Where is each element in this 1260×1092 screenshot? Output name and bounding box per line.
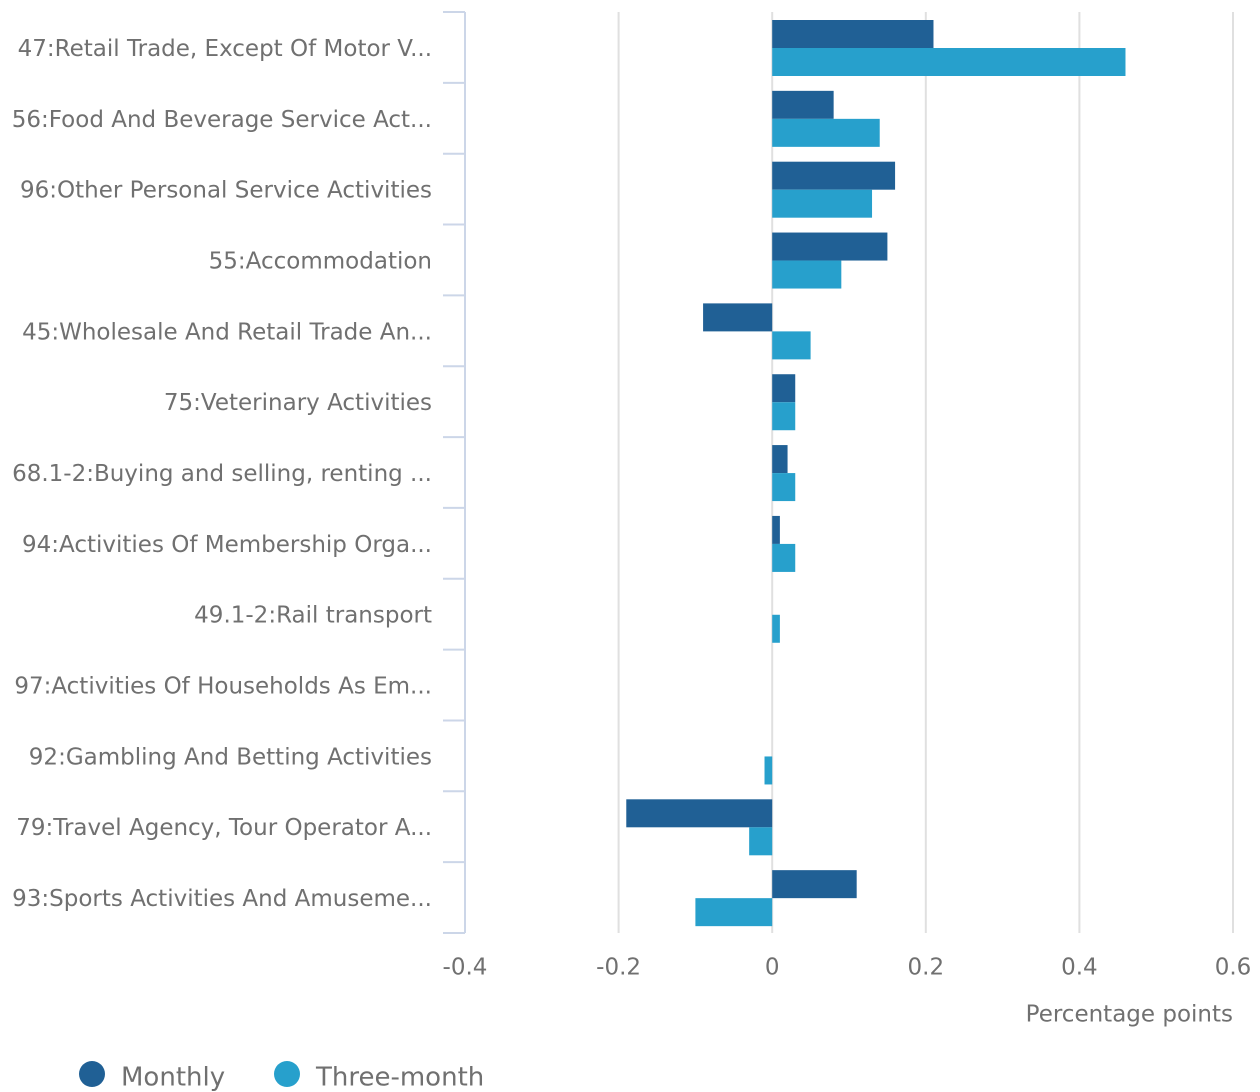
bar (772, 870, 857, 899)
x-tick-label: 0.2 (908, 955, 945, 981)
bar (772, 90, 834, 119)
y-tick-label: 75:Veterinary Activities (164, 390, 432, 416)
x-tick-label: 0.6 (1215, 955, 1252, 981)
bar (772, 543, 796, 572)
y-tick-label: 56:Food And Beverage Service Act... (12, 107, 432, 133)
x-tick-label: -0.2 (596, 955, 641, 981)
legend-label: Three-month (315, 1063, 484, 1092)
y-tick-label: 45:Wholesale And Retail Trade An... (22, 319, 432, 345)
x-tick-label: -0.4 (443, 955, 488, 981)
bar (772, 473, 796, 502)
bar (695, 898, 773, 927)
y-tick-label: 68.1-2:Buying and selling, renting ... (12, 461, 432, 487)
y-tick-label: 55:Accommodation (209, 248, 432, 274)
bar (772, 48, 1126, 76)
y-tick-label: 92:Gambling And Betting Activities (29, 744, 432, 770)
legend-marker (274, 1061, 300, 1087)
x-tick-label: 0.4 (1061, 955, 1098, 981)
y-tick-label: 94:Activities Of Membership Orga... (22, 532, 432, 558)
bar (772, 189, 873, 218)
bar (772, 402, 796, 431)
y-tick-label: 93:Sports Activities And Amuseme... (12, 886, 432, 912)
bar (772, 20, 934, 48)
bar (772, 232, 888, 261)
bar (764, 756, 773, 785)
legend-label: Monthly (121, 1063, 225, 1092)
x-axis-label: Percentage points (1026, 1002, 1233, 1028)
x-tick-label: 0 (765, 955, 780, 981)
bar (703, 303, 773, 332)
bar (772, 260, 842, 289)
bar (772, 161, 896, 190)
y-tick-label: 96:Other Personal Service Activities (20, 178, 432, 204)
bar (772, 614, 780, 643)
bar (772, 331, 811, 360)
y-tick-label: 79:Travel Agency, Tour Operator A... (16, 815, 432, 841)
bar (626, 799, 773, 828)
bar (772, 515, 780, 544)
bar (772, 445, 788, 474)
y-tick-label: 97:Activities Of Households As Em... (14, 674, 432, 700)
y-tick-label: 47:Retail Trade, Except Of Motor V... (18, 36, 432, 62)
y-tick-label: 49.1-2:Rail transport (194, 603, 432, 629)
bar (772, 118, 880, 147)
bar (772, 374, 796, 403)
legend-marker (79, 1061, 105, 1087)
bar (749, 827, 773, 856)
